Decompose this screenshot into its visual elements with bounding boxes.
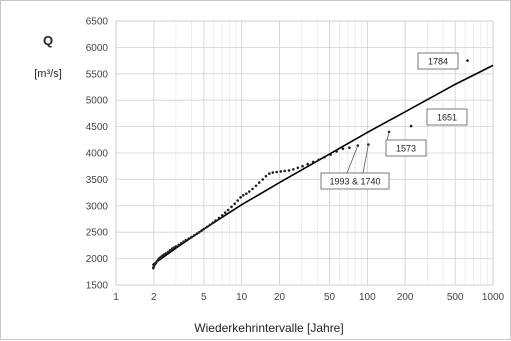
y-tick-label: 4000	[86, 149, 109, 160]
observed-point	[214, 219, 217, 222]
observed-point	[182, 240, 185, 243]
observed-point	[283, 169, 287, 173]
x-tick-label: 10	[236, 292, 248, 303]
observed-point	[292, 168, 295, 171]
y-axis-label: Q	[43, 33, 53, 48]
x-tick-label: 200	[397, 292, 414, 303]
observed-point	[239, 196, 242, 199]
observed-point	[317, 158, 320, 162]
observed-point	[190, 235, 193, 239]
x-axis-tick-labels: 1 2 5 10 20 50 100 200 500 1000	[113, 292, 504, 303]
x-tick-label: 500	[447, 292, 464, 303]
observed-point	[387, 130, 391, 134]
y-tick-label: 3500	[86, 175, 109, 186]
observed-point	[184, 238, 188, 242]
y-tick-label: 2000	[86, 254, 109, 265]
observed-point	[247, 190, 251, 193]
observed-point	[264, 174, 268, 178]
annotation-box	[426, 108, 468, 126]
annotation-label: 1993 & 1740	[329, 177, 380, 187]
y-tick-label: 5500	[86, 69, 109, 80]
x-axis-label: Wiederkehrintervalle [Jahre]	[194, 321, 343, 335]
y-tick-label: 4500	[86, 122, 109, 133]
observed-point	[268, 172, 271, 175]
observed-point	[236, 199, 240, 202]
observed-point	[329, 153, 332, 156]
annotation-box	[320, 172, 390, 190]
observed-point	[348, 146, 351, 150]
observed-point	[230, 205, 233, 209]
y-axis-unit: [m³/s]	[34, 68, 62, 80]
x-tick-label: 50	[324, 292, 336, 303]
annotation-label: 1573	[396, 144, 416, 154]
observed-point	[226, 208, 230, 212]
observed-point	[168, 248, 172, 252]
observed-point	[208, 223, 212, 227]
annotation-box	[385, 139, 427, 157]
annotation-label: 1784	[428, 57, 448, 67]
observed-point	[170, 247, 174, 250]
y-tick-label: 6500	[86, 17, 109, 28]
observed-point	[254, 184, 258, 188]
observed-point	[197, 230, 201, 234]
observed-point	[179, 241, 183, 245]
observed-point	[466, 59, 469, 62]
y-tick-label: 5000	[86, 96, 109, 107]
observed-point	[177, 243, 180, 247]
x-tick-label: 1	[113, 292, 119, 303]
observed-point	[257, 181, 261, 184]
y-axis-tick-labels: 1500 2000 2500 3000 3500 4000 4500 5000 5500 6000…	[86, 17, 109, 292]
observed-point	[174, 245, 178, 248]
observed-point	[323, 155, 326, 159]
y-tick-label: 6000	[86, 43, 109, 54]
observed-point	[341, 147, 345, 151]
y-tick-label: 1500	[86, 281, 109, 292]
observed-point	[205, 225, 209, 229]
annotation-label: 1651	[437, 113, 457, 123]
series-layer	[151, 59, 494, 270]
observed-point	[211, 221, 215, 224]
observed-point	[233, 202, 236, 205]
observed-point	[409, 124, 413, 128]
observed-point	[241, 193, 245, 197]
observed-point	[287, 169, 291, 172]
observed-point	[220, 214, 224, 217]
x-tick-label: 20	[274, 292, 286, 303]
observed-point	[279, 170, 283, 173]
annotation-layer: 1784 1651 1573 1993 & 1740	[320, 52, 468, 190]
observed-point	[275, 170, 279, 174]
observed-point	[202, 227, 206, 231]
x-tick-label: 100	[359, 292, 376, 303]
observed-point	[261, 178, 264, 181]
observed-point	[245, 192, 248, 195]
observed-point	[311, 160, 315, 164]
x-tick-label: 5	[201, 292, 207, 303]
observed-point	[187, 237, 191, 240]
observed-point	[306, 162, 309, 166]
observed-point	[166, 250, 170, 254]
observed-point	[251, 187, 254, 191]
observed-point	[301, 164, 304, 168]
annotation-leader	[362, 144, 369, 174]
observed-point	[200, 229, 203, 232]
x-tick-label: 2	[151, 292, 157, 303]
observed-point	[335, 150, 338, 153]
observed-point	[217, 216, 221, 220]
observed-point	[367, 143, 370, 146]
annotation-leader	[346, 145, 359, 174]
major-gridlines	[115, 20, 494, 286]
y-tick-label: 2500	[86, 228, 109, 239]
observed-point	[164, 252, 168, 255]
observed-point	[223, 211, 227, 214]
y-tick-label: 3000	[86, 201, 109, 212]
annotation-box	[417, 52, 459, 70]
x-tick-label: 1000	[482, 292, 505, 303]
observed-point	[296, 166, 300, 170]
observed-point	[195, 232, 199, 236]
observed-point	[271, 171, 275, 174]
observed-point	[193, 234, 196, 237]
